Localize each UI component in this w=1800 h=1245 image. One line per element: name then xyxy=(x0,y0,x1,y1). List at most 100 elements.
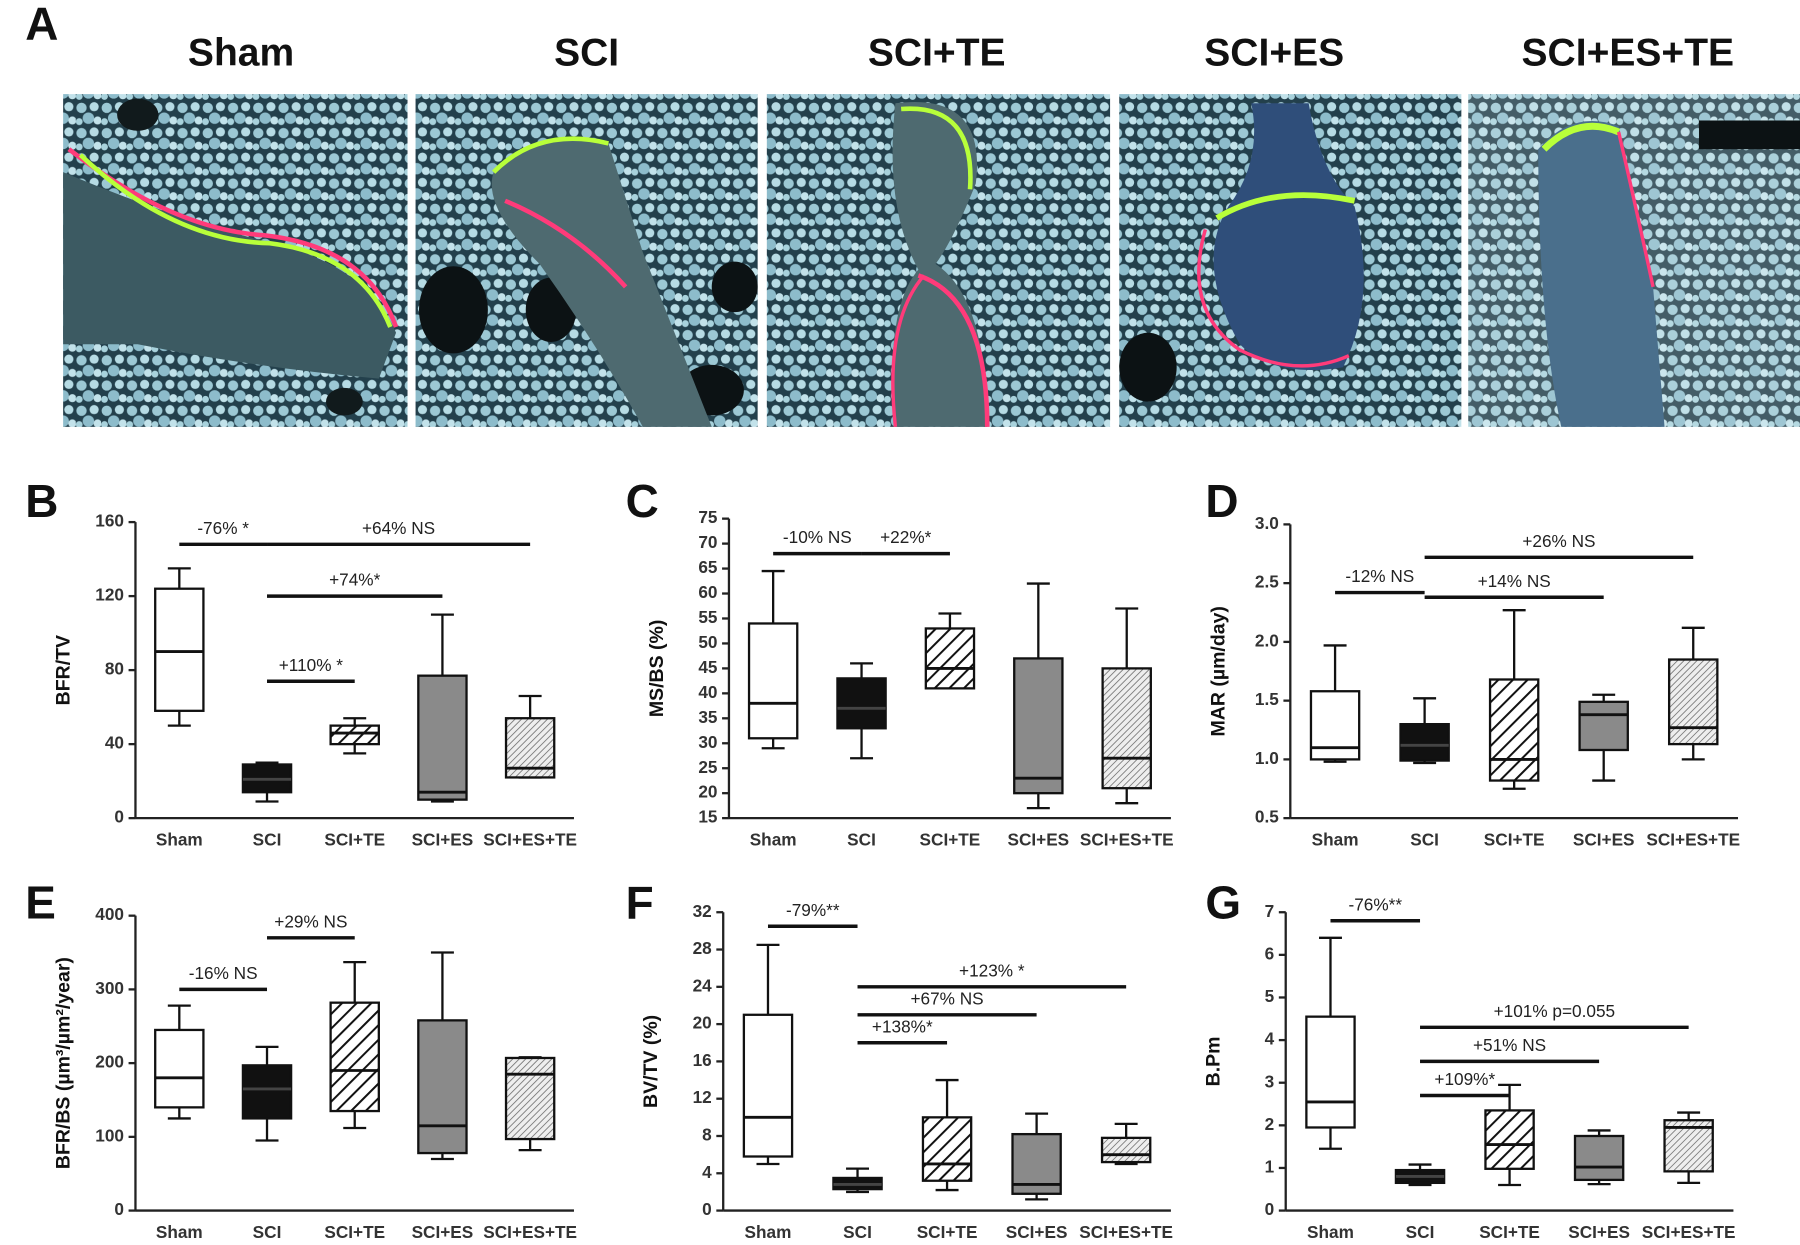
x-tick-label: SCI+ES xyxy=(412,1222,474,1242)
y-tick-label: 55 xyxy=(698,607,718,627)
y-tick-label: 0 xyxy=(114,807,124,827)
y-tick-label: 4 xyxy=(702,1162,712,1182)
x-tick-label: SCI+ES+TE xyxy=(1080,830,1174,850)
y-tick-label: 2.0 xyxy=(1255,630,1279,650)
y-tick-label: 45 xyxy=(698,657,718,677)
panel-title: Sham xyxy=(188,31,294,74)
x-tick-label: SCI+TE xyxy=(1479,1222,1540,1242)
x-tick-label: SCI xyxy=(847,830,876,850)
box xyxy=(154,587,205,712)
y-tick-label: 15 xyxy=(698,807,718,827)
y-tick-label: 0 xyxy=(114,1199,124,1219)
box xyxy=(329,1001,380,1113)
y-tick-label: 2.5 xyxy=(1255,572,1279,592)
box xyxy=(329,724,380,746)
y-tick-label: 20 xyxy=(698,782,717,802)
y-tick-label: 70 xyxy=(698,532,717,552)
panel-label: G xyxy=(1205,877,1241,929)
y-tick-label: 4 xyxy=(1265,1029,1275,1049)
y-axis-label: BV/TV (%) xyxy=(640,1015,662,1108)
panel-title: SCI+ES+TE xyxy=(1522,31,1735,74)
x-tick-label: SCI+ES+TE xyxy=(483,830,577,850)
y-tick-label: 3 xyxy=(1265,1071,1275,1091)
x-tick-label: SCI+TE xyxy=(1484,830,1545,850)
y-tick-label: 5 xyxy=(1265,986,1275,1006)
y-tick-label: 120 xyxy=(95,585,124,605)
annotation: -79%** xyxy=(786,900,840,920)
y-axis-label: MS/BS (%) xyxy=(646,620,668,717)
y-tick-label: 7 xyxy=(1265,901,1275,921)
x-tick-label: SCI+ES xyxy=(412,830,474,850)
x-tick-label: SCI+TE xyxy=(324,1222,385,1242)
x-tick-label: SCI+ES+TE xyxy=(1079,1222,1173,1242)
y-tick-label: 200 xyxy=(95,1052,124,1072)
x-tick-label: SCI xyxy=(1410,830,1439,850)
x-tick-label: SCI+ES xyxy=(1568,1222,1630,1242)
y-tick-label: 1.0 xyxy=(1255,748,1279,768)
annotation: +64% NS xyxy=(362,518,435,538)
x-tick-label: Sham xyxy=(750,830,797,850)
annotation: -12% NS xyxy=(1345,566,1414,586)
micrograph-sham xyxy=(63,94,408,427)
box xyxy=(924,627,976,690)
x-tick-label: SCI+ES xyxy=(1573,830,1635,850)
y-tick-label: 80 xyxy=(105,659,124,679)
y-tick-label: 6 xyxy=(1265,943,1275,963)
box xyxy=(417,1019,468,1155)
panel-label: C xyxy=(626,475,659,527)
micrograph-sci xyxy=(415,94,758,427)
y-tick-label: 16 xyxy=(693,1050,712,1070)
box xyxy=(1309,690,1361,761)
y-tick-label: 32 xyxy=(693,901,712,921)
y-tick-label: 60 xyxy=(698,582,717,602)
y-tick-label: 0 xyxy=(1265,1199,1275,1219)
y-axis-label: MAR (µm/day) xyxy=(1207,606,1229,736)
y-tick-label: 28 xyxy=(693,938,713,958)
y-tick-label: 20 xyxy=(693,1013,712,1033)
y-tick-label: 50 xyxy=(698,632,717,652)
annotation: -10% NS xyxy=(783,527,852,547)
x-tick-label: SCI+ES+TE xyxy=(1646,830,1740,850)
y-tick-label: 8 xyxy=(702,1125,712,1145)
panel-title: SCI xyxy=(554,31,619,74)
annotation: +74%* xyxy=(329,570,380,590)
box xyxy=(1484,1109,1535,1170)
x-tick-label: Sham xyxy=(1307,1222,1354,1242)
box xyxy=(417,674,468,801)
box xyxy=(1101,667,1152,790)
panel-title: SCI+ES xyxy=(1204,31,1344,74)
y-axis-label: BFR/BS (µm³/µm²/year) xyxy=(52,957,74,1169)
x-tick-label: Sham xyxy=(745,1222,792,1242)
box xyxy=(747,622,799,740)
y-tick-label: 100 xyxy=(95,1125,124,1145)
box xyxy=(1488,678,1540,782)
annotation: +14% NS xyxy=(1478,571,1551,591)
y-tick-label: 3.0 xyxy=(1255,513,1279,533)
annotation: +101% p=0.055 xyxy=(1494,1001,1616,1021)
x-tick-label: SCI+ES xyxy=(1006,1222,1068,1242)
panel-label: D xyxy=(1205,475,1238,527)
annotation: +29% NS xyxy=(274,911,347,931)
box xyxy=(742,1013,794,1158)
y-tick-label: 25 xyxy=(698,757,718,777)
y-tick-label: 40 xyxy=(105,733,124,753)
annotation: +67% NS xyxy=(910,988,983,1008)
panel-label: F xyxy=(626,877,654,929)
y-tick-label: 12 xyxy=(693,1087,712,1107)
y-tick-label: 1 xyxy=(1265,1157,1275,1177)
y-axis-label: BFR/TV xyxy=(52,635,74,705)
box xyxy=(241,1064,293,1120)
box xyxy=(1305,1015,1356,1129)
x-tick-label: Sham xyxy=(1312,830,1359,850)
box xyxy=(504,1056,556,1141)
box xyxy=(1100,1136,1152,1164)
panel-label: B xyxy=(25,475,58,527)
x-tick-label: SCI xyxy=(1406,1222,1435,1242)
box xyxy=(836,677,887,730)
annotation: -16% NS xyxy=(189,963,258,983)
box xyxy=(1573,1134,1625,1182)
box xyxy=(1578,700,1629,752)
y-tick-label: 300 xyxy=(95,978,124,998)
y-tick-label: 2 xyxy=(1265,1114,1275,1134)
micrograph-sci-es xyxy=(1119,94,1462,427)
